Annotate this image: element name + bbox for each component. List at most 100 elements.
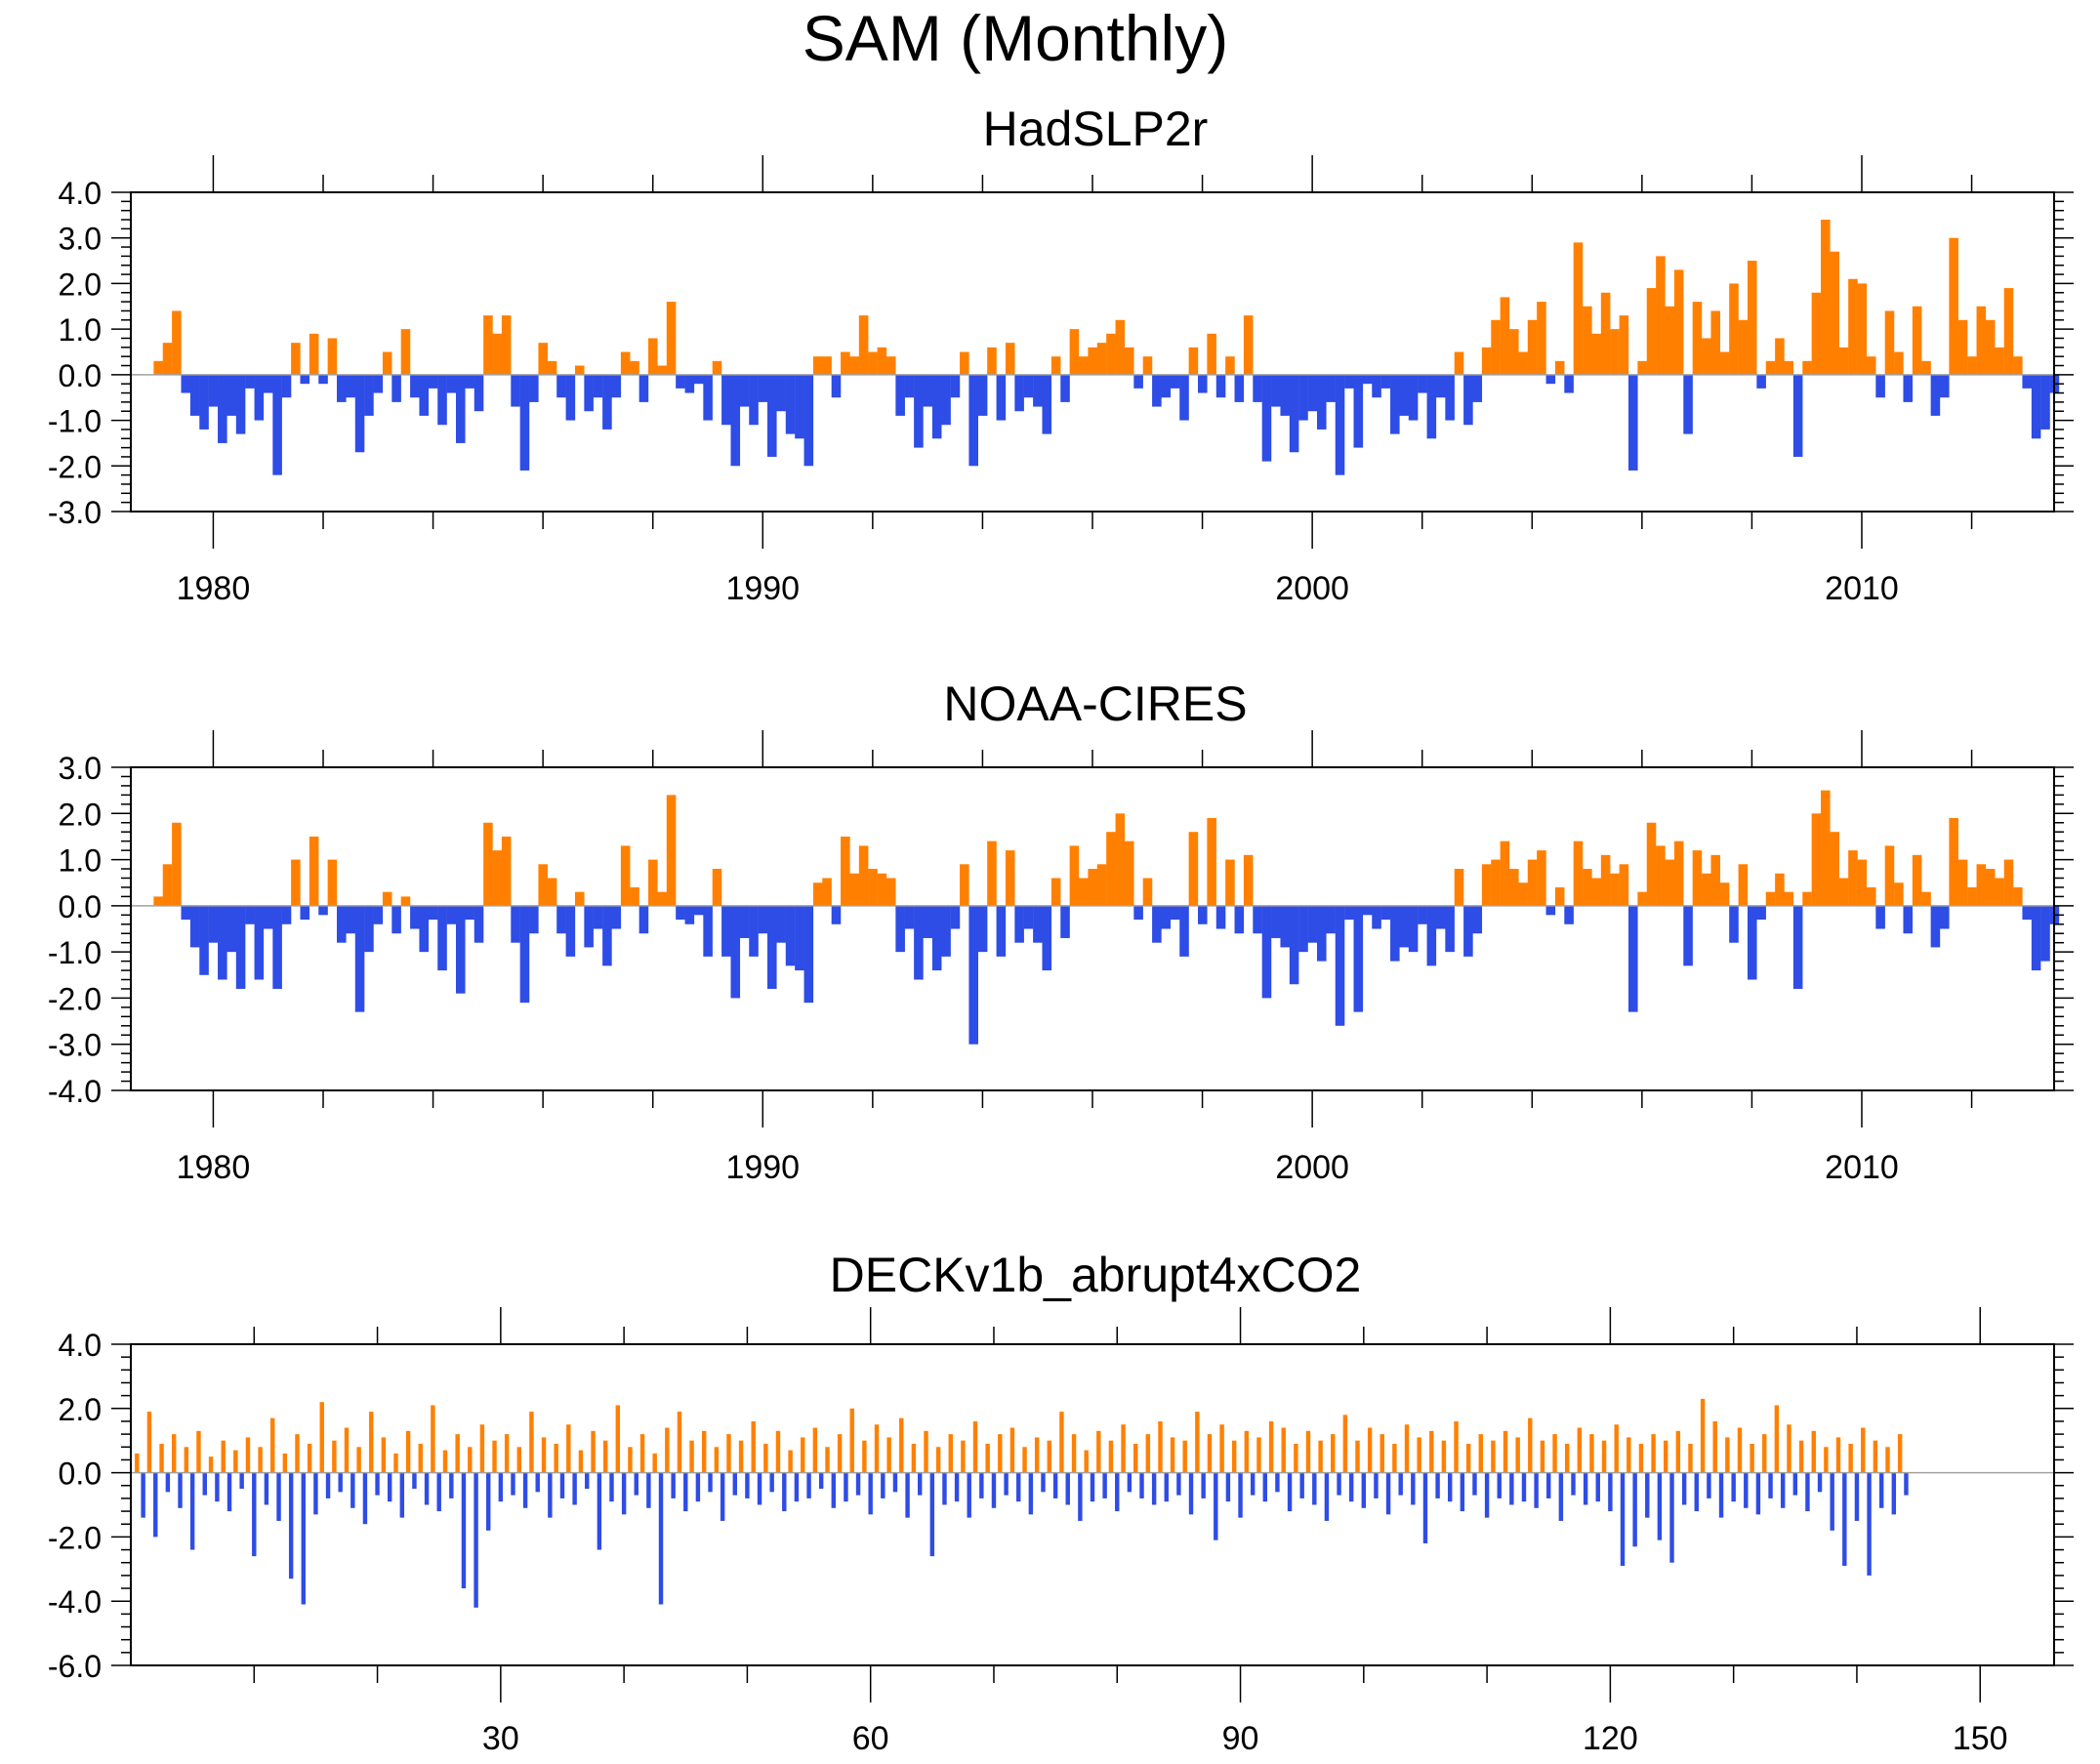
negative-bar bbox=[300, 905, 310, 921]
negative-bar bbox=[785, 374, 796, 434]
positive-bar bbox=[886, 1437, 891, 1473]
positive-bar bbox=[501, 836, 512, 906]
negative-bar bbox=[868, 1472, 873, 1515]
positive-bar bbox=[1503, 1430, 1508, 1473]
positive-bar bbox=[159, 1443, 164, 1473]
positive-bar bbox=[1554, 886, 1565, 906]
positive-bar bbox=[153, 896, 163, 906]
panel-hadslp2r: HadSLP2r 4.0 3.0 2.0 1.0 0.0 -1.0 -2.0 -3.0 1980… bbox=[48, 102, 2074, 607]
positive-bar bbox=[628, 1447, 633, 1473]
positive-bar bbox=[1976, 306, 1987, 375]
positive-bar bbox=[1765, 360, 1776, 375]
negative-bar bbox=[141, 1472, 145, 1518]
negative-bar bbox=[769, 1472, 774, 1493]
positive-bar bbox=[775, 1430, 781, 1473]
positive-bar bbox=[858, 845, 869, 906]
positive-bar bbox=[862, 1440, 867, 1473]
positive-bar bbox=[1811, 1430, 1816, 1473]
positive-bar bbox=[2003, 288, 2014, 375]
positive-bar bbox=[344, 1427, 350, 1473]
positive-bar bbox=[1600, 854, 1611, 906]
positive-bar bbox=[442, 1450, 448, 1473]
positive-bar bbox=[547, 360, 557, 375]
positive-bar bbox=[291, 859, 301, 906]
positive-bar bbox=[172, 822, 182, 906]
positive-bar bbox=[1712, 1420, 1717, 1473]
positive-bar bbox=[208, 1456, 214, 1473]
positive-bar bbox=[1824, 1447, 1829, 1473]
positive-bar bbox=[1392, 1443, 1397, 1473]
negative-bar bbox=[1792, 905, 1803, 989]
negative-bar bbox=[996, 905, 1007, 957]
y-tick-label: 0.0 bbox=[59, 889, 102, 924]
negative-bar bbox=[1362, 905, 1373, 916]
negative-bar bbox=[455, 905, 466, 994]
positive-bar bbox=[1537, 850, 1546, 906]
negative-bar bbox=[391, 905, 401, 934]
positive-bar bbox=[849, 873, 860, 906]
positive-bar bbox=[1005, 343, 1015, 375]
negative-bar bbox=[1472, 1472, 1477, 1496]
positive-bar bbox=[1243, 854, 1254, 906]
negative-bar bbox=[1546, 1472, 1551, 1498]
positive-bar bbox=[309, 836, 319, 906]
negative-bar bbox=[904, 905, 915, 929]
negative-bar bbox=[585, 1472, 590, 1490]
positive-bar bbox=[1884, 310, 1895, 375]
negative-bar bbox=[996, 374, 1007, 421]
negative-bar bbox=[208, 374, 219, 407]
positive-bar bbox=[1225, 356, 1235, 375]
negative-bar bbox=[1028, 1472, 1034, 1515]
positive-bar bbox=[868, 351, 878, 375]
positive-bar bbox=[1573, 242, 1584, 375]
negative-bar bbox=[199, 374, 209, 430]
negative-bar bbox=[1435, 374, 1446, 398]
negative-bar bbox=[1805, 1472, 1810, 1512]
series-bars bbox=[153, 220, 2060, 475]
series-bars bbox=[153, 790, 2060, 1045]
negative-bar bbox=[914, 374, 924, 448]
positive-bar bbox=[665, 1427, 670, 1473]
positive-bar bbox=[291, 343, 301, 375]
positive-bar bbox=[1710, 310, 1721, 375]
positive-bar bbox=[1985, 869, 1996, 906]
negative-bar bbox=[2031, 905, 2041, 971]
negative-bar bbox=[693, 905, 704, 916]
positive-bar bbox=[1518, 351, 1528, 375]
positive-bar bbox=[1811, 813, 1822, 906]
positive-bar bbox=[1182, 1440, 1187, 1473]
negative-bar bbox=[1744, 1472, 1749, 1508]
negative-bar bbox=[1657, 1472, 1663, 1540]
negative-bar bbox=[1016, 1472, 1021, 1502]
positive-bar bbox=[1207, 818, 1216, 906]
negative-bar bbox=[1683, 374, 1693, 434]
negative-bar bbox=[1448, 1472, 1453, 1502]
positive-bar bbox=[877, 873, 887, 906]
negative-bar bbox=[1768, 1472, 1773, 1498]
negative-bar bbox=[758, 905, 768, 934]
panel-title: NOAA-CIRES bbox=[943, 677, 1247, 731]
panel-title: DECKv1b_abrupt4xCO2 bbox=[830, 1248, 1362, 1302]
positive-bar bbox=[1665, 859, 1675, 906]
negative-bar bbox=[1261, 374, 1272, 462]
y-tick-label: 1.0 bbox=[59, 312, 102, 348]
positive-bar bbox=[1725, 1437, 1730, 1473]
negative-bar bbox=[519, 374, 530, 471]
negative-bar bbox=[803, 374, 814, 467]
positive-bar bbox=[431, 1405, 435, 1473]
negative-bar bbox=[1534, 1472, 1539, 1508]
positive-bar bbox=[1088, 869, 1097, 906]
positive-bar bbox=[1949, 237, 1958, 375]
positive-bar bbox=[538, 343, 549, 375]
negative-bar bbox=[1344, 374, 1354, 389]
negative-bar bbox=[239, 1472, 244, 1490]
positive-bar bbox=[1537, 302, 1546, 375]
negative-bar bbox=[1261, 905, 1272, 999]
negative-bar bbox=[1463, 905, 1473, 957]
positive-bar bbox=[309, 333, 319, 375]
positive-bar bbox=[837, 1434, 843, 1473]
positive-bar bbox=[1096, 343, 1107, 375]
negative-bar bbox=[437, 905, 447, 971]
negative-bar bbox=[529, 374, 539, 402]
negative-bar bbox=[1445, 905, 1455, 953]
